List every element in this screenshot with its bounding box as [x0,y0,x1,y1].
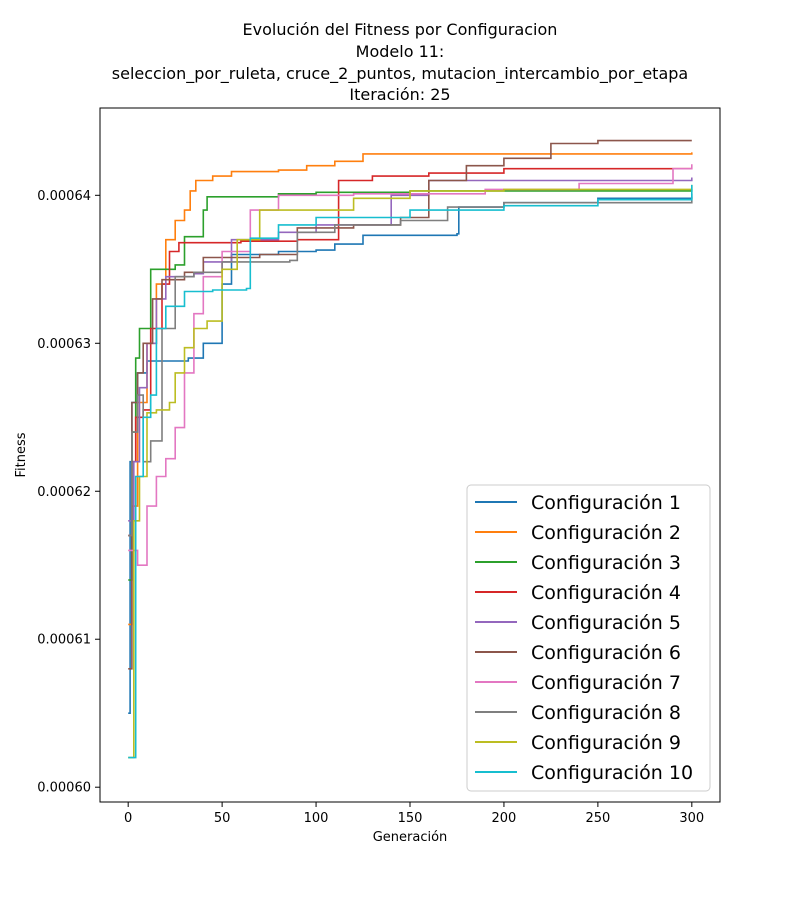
y-tick-label: 0.00062 [37,485,91,500]
legend-label-8: Configuración 8 [531,702,681,724]
chart-subtitle-line-2: seleccion_por_ruleta, cruce_2_puntos, mu… [111,64,689,83]
chart-subtitle-line-1: Modelo 11: [355,42,445,61]
series-line-9 [128,184,693,759]
series-line-5 [128,177,693,522]
chart-title: Evolución del Fitness por Configuracion [242,20,558,39]
legend-frame [466,484,711,792]
series-line-6 [128,139,692,670]
legend-label-4: Configuración 4 [531,582,681,604]
y-tick-label: 0.00060 [37,781,91,796]
x-tick-label: 300 [679,811,704,826]
series-layer [128,139,693,759]
legend-label-1: Configuración 1 [531,492,681,514]
y-axis-label: Fitness [14,432,29,477]
y-tick-label: 0.00064 [37,189,91,204]
y-axis: 0.00060 0.00061 0.00062 0.00063 0.00064 [37,189,100,796]
chart-subtitle-line-3: Iteración: 25 [349,85,451,104]
x-tick-label: 50 [214,811,231,826]
legend-label-2: Configuración 2 [531,522,681,544]
legend-label-7: Configuración 7 [531,672,681,694]
y-tick-label: 0.00063 [37,337,91,352]
y-tick-label: 0.00061 [37,633,91,648]
series-line-10 [128,184,693,759]
x-tick-label: 200 [492,811,517,826]
legend-label-10: Configuración 10 [531,762,693,784]
legend-label-5: Configuración 5 [531,612,681,634]
x-tick-label: 250 [585,811,610,826]
x-tick-label: 100 [304,811,329,826]
x-axis-label: Generación [373,830,448,845]
legend-label-3: Configuración 3 [531,552,681,574]
x-axis: 0 50 100 150 200 250 300 [124,802,704,826]
x-tick-label: 0 [124,811,132,826]
x-tick-label: 150 [398,811,423,826]
series-line-4 [128,167,692,537]
legend-label-6: Configuración 6 [531,642,681,664]
legend-label-9: Configuración 9 [531,732,681,754]
series-line-3 [128,189,693,581]
legend: Configuración 1 Configuración 2 Configurac… [466,484,711,792]
